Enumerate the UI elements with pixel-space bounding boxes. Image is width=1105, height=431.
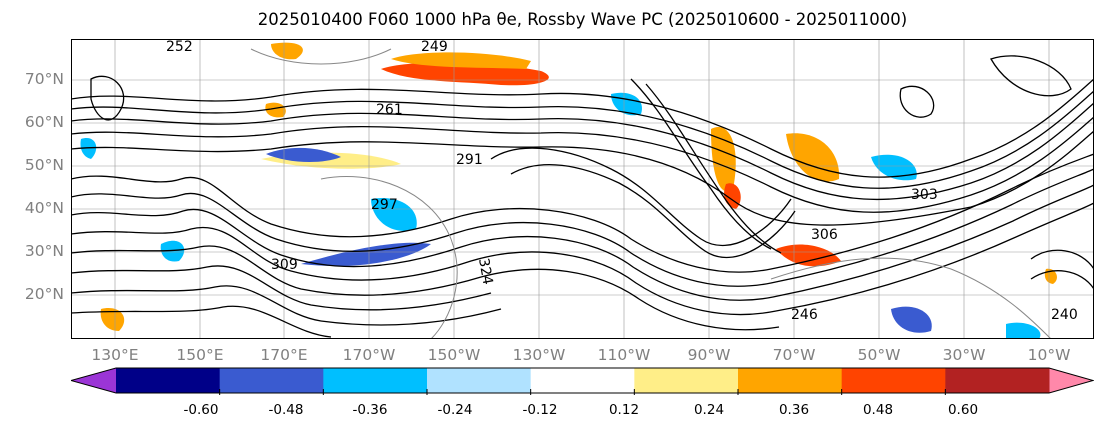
contour-label-252: 252: [166, 39, 193, 55]
lon-label-170e: 170°E: [260, 346, 308, 364]
colorbar: [71, 367, 1094, 395]
lat-label-30n: 30°N: [24, 242, 64, 260]
colorbar-ticks: [219, 389, 946, 395]
lon-label-170w: 170°W: [342, 346, 396, 364]
contour-label-324: 324: [475, 257, 495, 286]
lon-label-130w: 130°W: [512, 346, 566, 364]
map-panel: 249 252 261 291 297 309 324 306 303 246 …: [71, 39, 1094, 339]
colorbar-cell: [219, 368, 324, 393]
contour-label-303: 303: [911, 187, 938, 203]
colorbar-cell: [945, 368, 1050, 393]
colorbar-label-neg-0-36: -0.36: [352, 402, 388, 418]
colorbar-extend-low: [71, 368, 116, 393]
colorbar-cell: [738, 368, 843, 393]
contour-label-306: 306: [811, 227, 838, 243]
colorbar-cell: [634, 368, 739, 393]
contour-label-297: 297: [371, 197, 398, 213]
colorbar-cell: [530, 368, 635, 393]
lon-label-110w: 110°W: [597, 346, 651, 364]
contour-label-240: 240: [1051, 307, 1078, 323]
lon-label-10w: 10°W: [1027, 346, 1071, 364]
lon-label-130e: 130°E: [91, 346, 139, 364]
lon-label-50w: 50°W: [857, 346, 901, 364]
contour-label-249: 249: [421, 39, 448, 55]
lon-label-150e: 150°E: [176, 346, 224, 364]
lat-label-40n: 40°N: [24, 199, 64, 217]
colorbar-label-neg-0-48: -0.48: [268, 402, 304, 418]
colorbar-outline: [71, 367, 1094, 394]
contour-label-246: 246: [791, 307, 818, 323]
colorbar-cell: [427, 368, 532, 393]
colorbar-cell: [116, 368, 221, 393]
contour-label-309: 309: [271, 257, 298, 273]
lon-label-90w: 90°W: [687, 346, 731, 364]
contour-label-291: 291: [456, 152, 483, 168]
lon-label-30w: 30°W: [942, 346, 986, 364]
figure-title: 2025010400 F060 1000 hPa θe, Rossby Wave…: [257, 10, 908, 29]
colorbar-label-neg-0-60: -0.60: [183, 402, 219, 418]
theta-e-contours: [71, 55, 1094, 338]
lon-label-150w: 150°W: [427, 346, 481, 364]
colorbar-label-neg-0-12: -0.12: [522, 402, 558, 418]
colorbar-label-0-12: 0.12: [608, 402, 640, 418]
colorbar-label-0-48: 0.48: [862, 402, 894, 418]
colorbar-cell: [323, 368, 428, 393]
colorbar-label-neg-0-24: -0.24: [437, 402, 473, 418]
colorbar-label-0-24: 0.24: [693, 402, 725, 418]
colorbar-extend-high: [1049, 368, 1093, 393]
lon-label-70w: 70°W: [772, 346, 816, 364]
lat-label-50n: 50°N: [24, 156, 64, 174]
lat-label-20n: 20°N: [24, 285, 64, 303]
colorbar-cell: [841, 368, 946, 393]
lat-label-70n: 70°N: [24, 70, 64, 88]
colorbar-label-0-36: 0.36: [778, 402, 810, 418]
anomaly-shading: [80, 42, 1057, 339]
contour-labels: 249 252 261 291 297 309 324 306 303 246 …: [166, 39, 1078, 323]
colorbar-cells: [71, 368, 1093, 393]
contour-label-261: 261: [376, 102, 403, 118]
colorbar-label-0-60: 0.60: [947, 402, 979, 418]
lat-label-60n: 60°N: [24, 113, 64, 131]
grey-contours: [250, 48, 1052, 339]
